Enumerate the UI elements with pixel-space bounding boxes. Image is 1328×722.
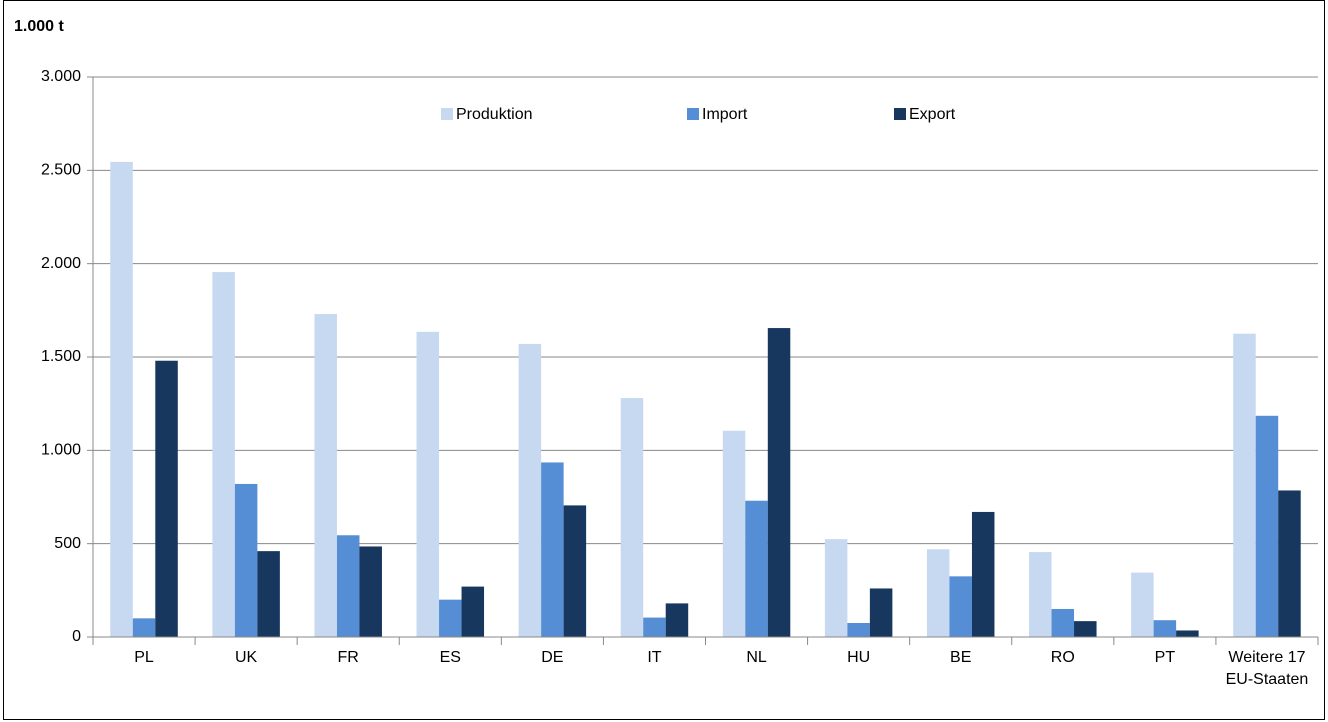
bar xyxy=(1278,490,1301,637)
bar xyxy=(643,617,666,637)
bar xyxy=(1153,620,1177,637)
y-tick-label: 500 xyxy=(54,535,81,552)
bar xyxy=(132,618,156,637)
legend-swatch xyxy=(441,108,453,120)
legend-label: Import xyxy=(702,106,748,123)
x-tick-label: Weitere 17 EU-Staaten xyxy=(1226,649,1309,688)
x-tick-label: ES xyxy=(440,649,461,666)
bar xyxy=(767,328,791,637)
bar xyxy=(847,623,870,637)
x-tick-label: IT xyxy=(647,649,661,666)
x-tick-label: UK xyxy=(235,649,258,666)
x-tick-label: PT xyxy=(1155,649,1176,666)
bar xyxy=(1233,333,1256,637)
x-tick-label: RO xyxy=(1051,649,1075,666)
bar xyxy=(1255,415,1279,637)
chart-border xyxy=(3,0,1325,720)
bar xyxy=(824,539,848,637)
bar xyxy=(461,586,485,637)
y-tick-label: 1.500 xyxy=(41,348,81,365)
x-tick-label: PL xyxy=(134,649,154,666)
y-tick-label: 2.500 xyxy=(41,162,81,179)
bar xyxy=(518,343,542,637)
bar xyxy=(110,161,133,637)
y-axis-label: 1.000 t xyxy=(14,18,64,35)
bar xyxy=(971,511,995,637)
legend-label: Export xyxy=(909,106,956,123)
bar xyxy=(869,588,893,637)
bar xyxy=(722,430,746,637)
bar xyxy=(949,576,972,637)
y-tick-label: 1.000 xyxy=(41,442,81,459)
bar xyxy=(1051,609,1075,637)
bar xyxy=(155,360,178,637)
bar xyxy=(234,483,258,637)
bar xyxy=(416,331,440,637)
bar xyxy=(257,551,280,637)
x-tick-label: DE xyxy=(541,649,563,666)
x-tick-label: FR xyxy=(338,649,359,666)
bar xyxy=(439,599,462,637)
bar xyxy=(1131,572,1154,637)
bar xyxy=(336,535,360,637)
bar xyxy=(745,500,768,637)
bar xyxy=(541,462,564,637)
x-tick-label: NL xyxy=(746,649,767,666)
legend-label: Produktion xyxy=(456,106,533,123)
legend-swatch xyxy=(894,108,906,120)
bar xyxy=(563,505,587,637)
bar xyxy=(1029,552,1052,637)
bar xyxy=(1176,630,1199,637)
y-tick-label: 3.000 xyxy=(41,68,81,85)
y-tick-label: 0 xyxy=(72,628,81,645)
bar xyxy=(1074,621,1097,637)
bar xyxy=(665,603,689,637)
legend-swatch xyxy=(687,108,699,120)
bar xyxy=(620,398,644,637)
x-tick-label: BE xyxy=(950,649,971,666)
bar xyxy=(314,314,337,637)
bar xyxy=(359,546,382,637)
bar xyxy=(926,549,950,637)
x-tick-label: HU xyxy=(847,649,870,666)
y-tick-label: 2.000 xyxy=(41,255,81,272)
bar xyxy=(212,272,235,637)
